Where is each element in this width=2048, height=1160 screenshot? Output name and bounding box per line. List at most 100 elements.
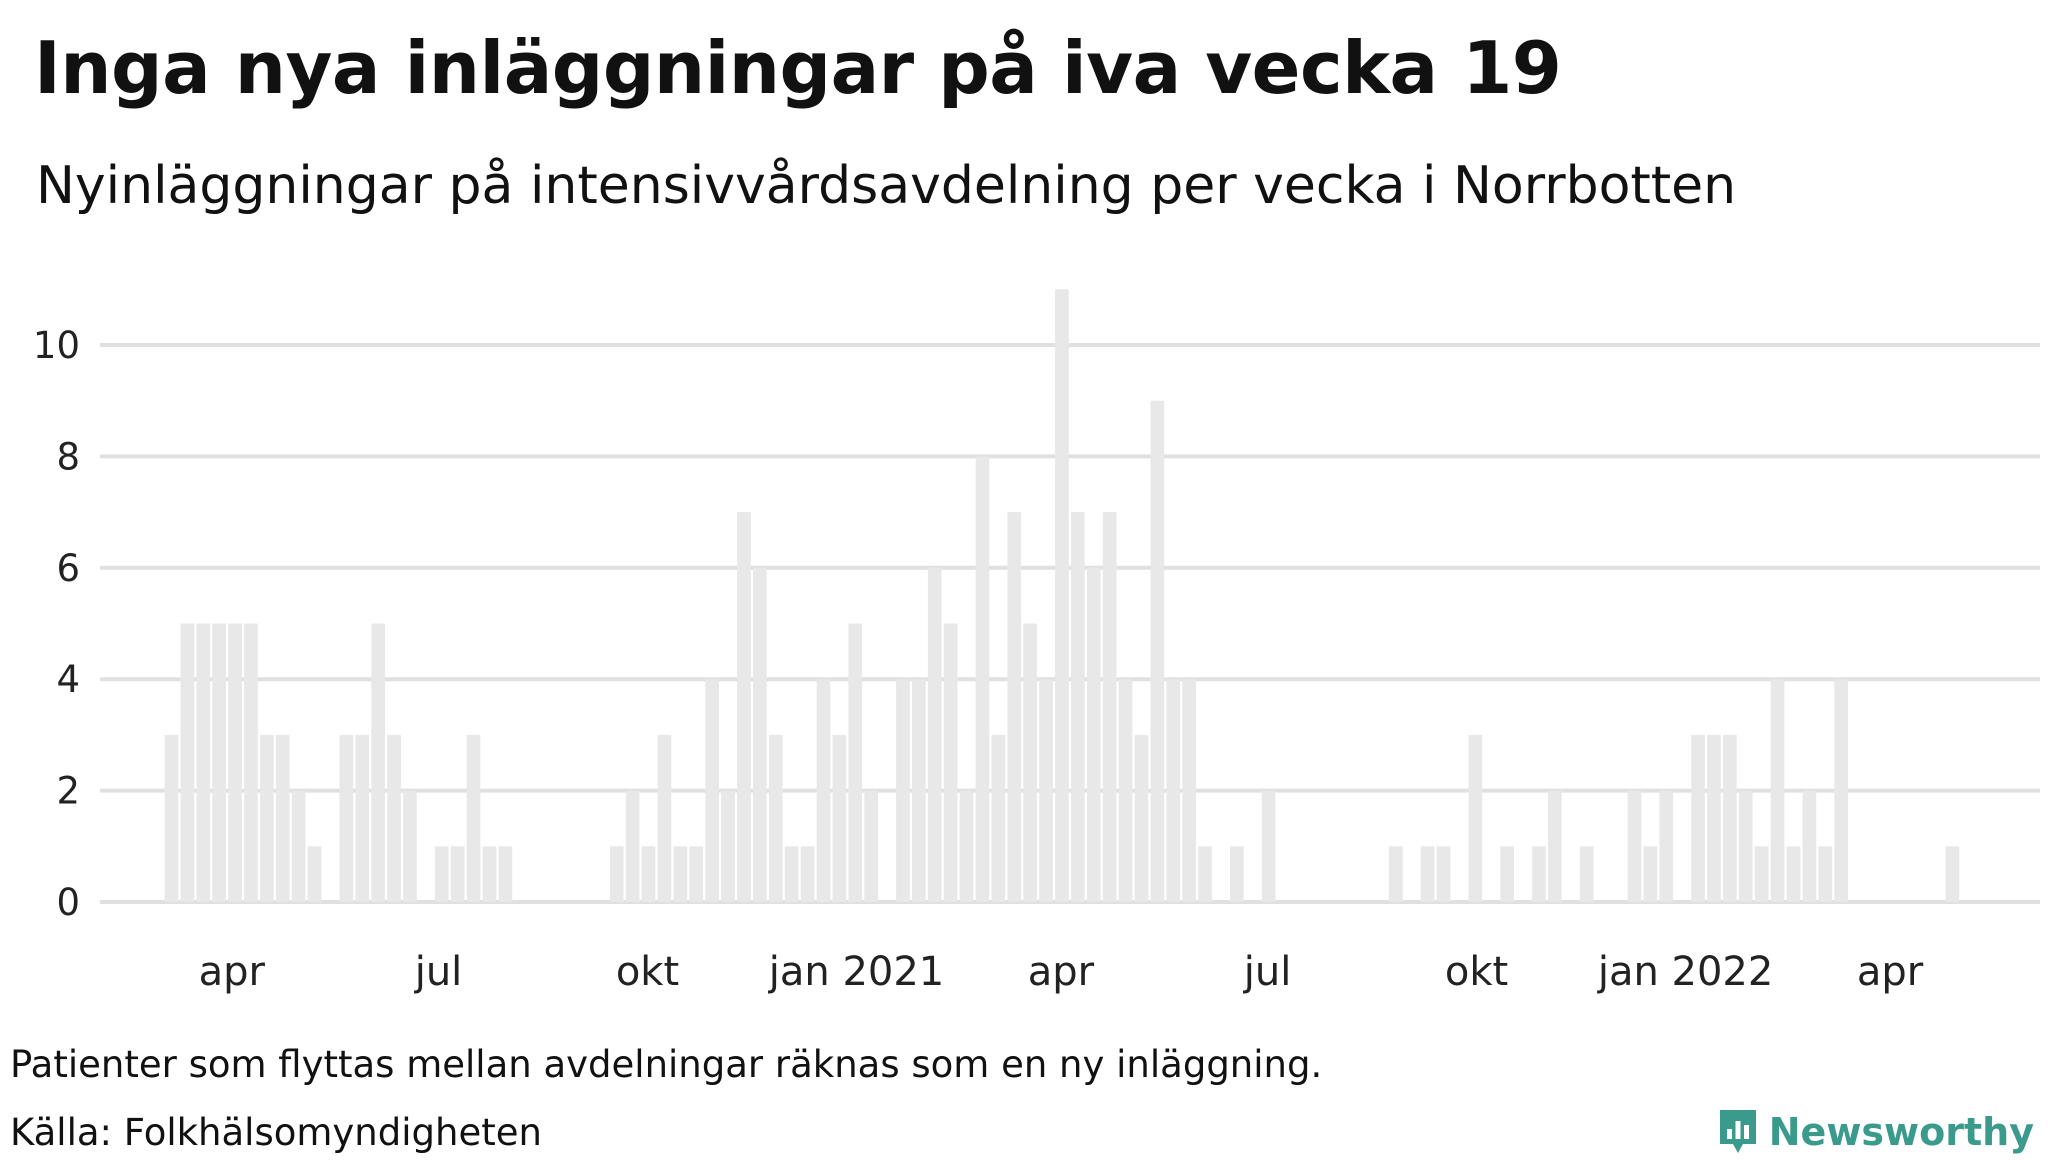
bar bbox=[307, 846, 322, 902]
bar bbox=[498, 846, 513, 902]
bar bbox=[164, 734, 179, 902]
bar bbox=[657, 734, 672, 902]
bar bbox=[609, 846, 624, 902]
bar bbox=[1389, 846, 1403, 902]
x-axis-ticks: apr jul okt jan 2021 apr jul okt jan 2022 apr bbox=[199, 949, 1924, 995]
bar bbox=[943, 623, 958, 902]
bar bbox=[927, 567, 942, 902]
bar bbox=[1198, 846, 1212, 902]
x-tick-label: jan 2021 bbox=[768, 949, 945, 995]
x-tick-label: okt bbox=[616, 949, 679, 995]
bar bbox=[816, 679, 831, 902]
x-tick-label: jul bbox=[414, 949, 463, 995]
chart-title: Inga nya inläggningar på iva vecka 19 bbox=[34, 26, 1562, 110]
bar bbox=[1548, 790, 1562, 902]
x-tick-label: apr bbox=[1028, 949, 1095, 995]
y-tick-label: 0 bbox=[56, 881, 80, 924]
bar bbox=[1230, 846, 1244, 902]
newsworthy-logo: Newsworthy bbox=[1717, 1104, 2034, 1160]
bar bbox=[689, 846, 704, 902]
y-tick-label: 8 bbox=[56, 435, 80, 478]
bar bbox=[641, 846, 656, 902]
bar bbox=[244, 623, 258, 902]
bar bbox=[625, 790, 640, 902]
newsworthy-logo-text: Newsworthy bbox=[1768, 1110, 2034, 1154]
bar bbox=[450, 846, 465, 902]
bar bbox=[1261, 790, 1276, 902]
bar bbox=[1039, 679, 1053, 902]
bar bbox=[1166, 679, 1181, 902]
x-tick-label: jan 2022 bbox=[1597, 949, 1774, 995]
y-tick-label: 10 bbox=[33, 324, 80, 367]
y-axis-ticks: 0 2 4 6 8 10 bbox=[33, 324, 80, 924]
bar bbox=[1738, 790, 1753, 902]
x-tick-label: apr bbox=[199, 949, 266, 995]
bar bbox=[1707, 734, 1721, 902]
bar bbox=[403, 790, 417, 902]
bar bbox=[180, 623, 195, 902]
bar bbox=[1532, 846, 1546, 902]
bar bbox=[1468, 734, 1483, 902]
newsworthy-logo-icon bbox=[1719, 1110, 1756, 1153]
bar bbox=[1723, 734, 1737, 902]
y-tick-label: 6 bbox=[56, 547, 80, 590]
bar bbox=[784, 846, 799, 902]
bar bbox=[228, 623, 242, 902]
bar bbox=[864, 790, 878, 902]
bar-chart: 0 2 4 6 8 10 apr jul okt jan 2021 apr jul okt jan 20… bbox=[33, 289, 2040, 995]
bar bbox=[1420, 846, 1435, 902]
bar bbox=[768, 734, 783, 902]
bar bbox=[1150, 400, 1165, 902]
bars bbox=[164, 289, 1960, 902]
bar bbox=[1500, 846, 1514, 902]
bar bbox=[196, 623, 211, 902]
bar bbox=[975, 456, 990, 902]
bar bbox=[832, 734, 847, 902]
bar bbox=[1659, 790, 1674, 902]
bar bbox=[1436, 846, 1451, 902]
bar bbox=[673, 846, 688, 902]
bar bbox=[1786, 846, 1801, 902]
bar bbox=[991, 734, 1006, 902]
bar bbox=[355, 734, 370, 902]
bar bbox=[260, 734, 274, 902]
bar bbox=[291, 790, 306, 902]
y-tick-label: 4 bbox=[56, 658, 80, 701]
bar bbox=[1023, 623, 1037, 902]
bar bbox=[1818, 846, 1833, 902]
bar bbox=[705, 679, 719, 902]
bar bbox=[212, 623, 226, 902]
chart-subtitle: Nyinläggningar på intensivvårdsavdelning… bbox=[36, 156, 1737, 216]
footnote: Patienter som flyttas mellan avdelningar… bbox=[10, 1043, 1323, 1086]
bar bbox=[482, 846, 497, 902]
bar bbox=[1627, 790, 1642, 902]
bar bbox=[1071, 512, 1085, 902]
bar bbox=[721, 790, 735, 902]
bar bbox=[1007, 512, 1022, 902]
bar bbox=[1118, 679, 1133, 902]
bar bbox=[275, 734, 290, 902]
bar bbox=[800, 846, 815, 902]
bar bbox=[1102, 512, 1117, 902]
bar bbox=[959, 790, 974, 902]
bar bbox=[1945, 846, 1960, 902]
bar bbox=[371, 623, 385, 902]
bar bbox=[737, 512, 751, 902]
y-tick-label: 2 bbox=[56, 770, 80, 813]
bar bbox=[1086, 567, 1101, 902]
bar bbox=[896, 679, 910, 902]
bar bbox=[1134, 734, 1149, 902]
bar bbox=[339, 734, 354, 902]
x-tick-label: okt bbox=[1445, 949, 1508, 995]
bar bbox=[387, 734, 401, 902]
bar bbox=[1055, 289, 1069, 902]
x-tick-label: apr bbox=[1857, 949, 1924, 995]
bar bbox=[1802, 790, 1817, 902]
bar bbox=[1770, 679, 1785, 902]
bar bbox=[753, 567, 767, 902]
x-tick-label: jul bbox=[1243, 949, 1292, 995]
bar bbox=[1834, 679, 1848, 902]
bar bbox=[1691, 734, 1705, 902]
source-credit: Källa: Folkhälsomyndigheten bbox=[10, 1111, 542, 1154]
bar bbox=[1643, 846, 1658, 902]
